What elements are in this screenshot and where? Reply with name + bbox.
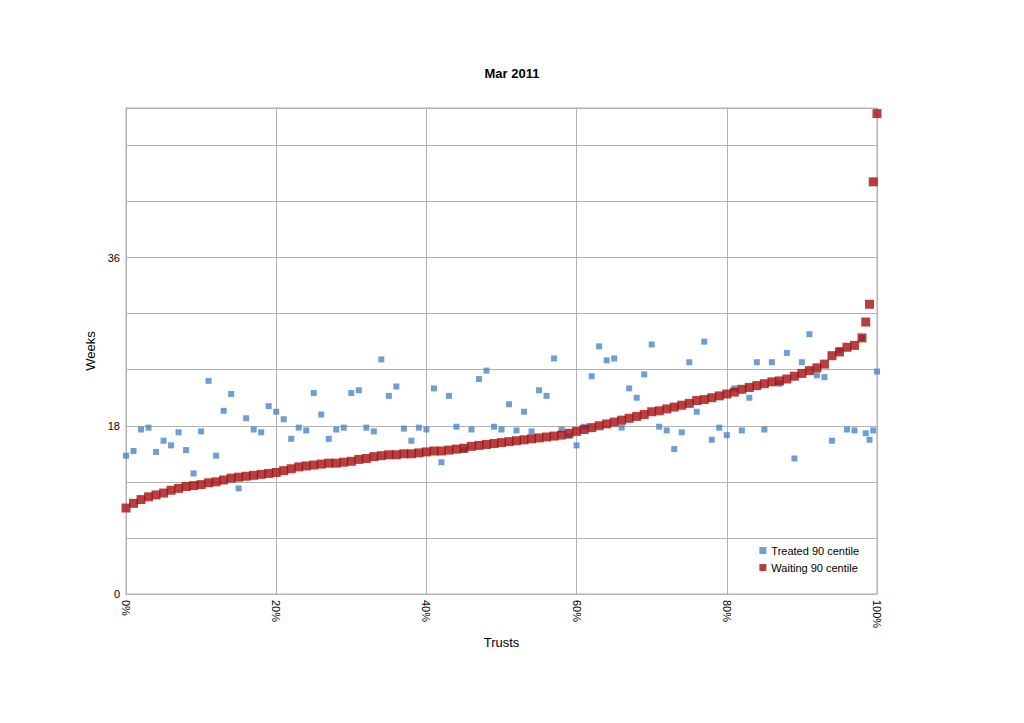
- svg-text:40%: 40%: [420, 600, 432, 622]
- svg-text:60%: 60%: [571, 600, 583, 622]
- svg-text:100%: 100%: [871, 600, 883, 628]
- svg-text:36: 36: [108, 252, 120, 264]
- svg-text:Mar 2011: Mar 2011: [485, 66, 540, 81]
- svg-text:20%: 20%: [270, 600, 282, 622]
- svg-text:Waiting 90 centile: Waiting 90 centile: [771, 562, 857, 574]
- svg-text:0%: 0%: [120, 600, 132, 616]
- svg-text:Trusts: Trusts: [484, 635, 520, 650]
- svg-text:0: 0: [114, 588, 120, 600]
- svg-text:18: 18: [108, 420, 120, 432]
- svg-text:Weeks: Weeks: [83, 331, 98, 371]
- svg-text:80%: 80%: [721, 600, 733, 622]
- svg-text:Treated 90 centile: Treated 90 centile: [771, 545, 859, 557]
